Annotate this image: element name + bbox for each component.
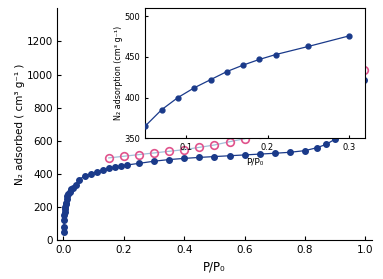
Y-axis label: N₂ adsorbed ( cm³ g⁻¹ ): N₂ adsorbed ( cm³ g⁻¹ )	[15, 63, 25, 185]
X-axis label: P/P₀: P/P₀	[203, 260, 226, 273]
